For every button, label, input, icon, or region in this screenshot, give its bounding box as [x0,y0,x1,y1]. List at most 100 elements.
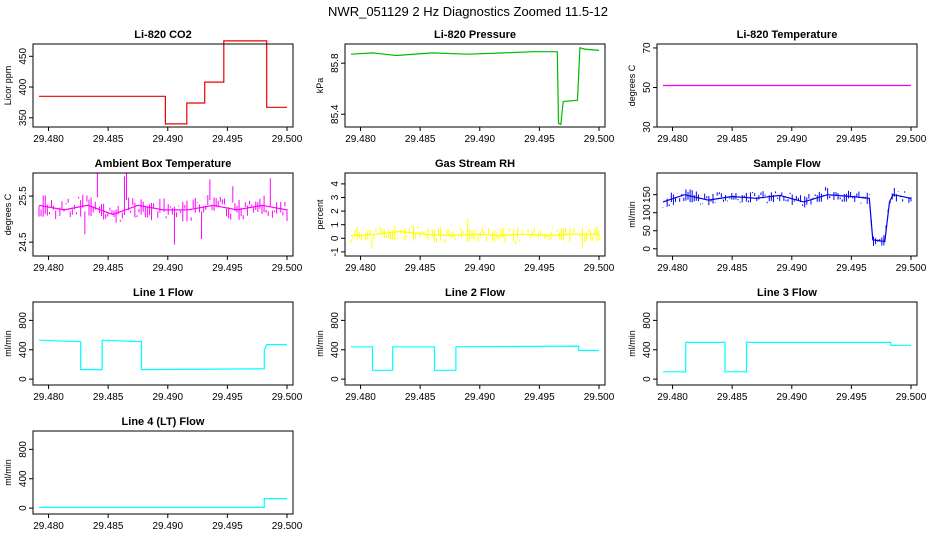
y-tick-label: 0 [18,376,29,382]
y-tick-label: 24.5 [18,232,29,252]
series-line [38,339,287,371]
y-tick-label: 0 [642,246,653,252]
x-tick-label: 29.485 [93,521,124,532]
y-axis-label: degrees C [627,64,637,106]
x-tick-label: 29.485 [717,263,748,274]
x-tick-label: 29.495 [524,263,555,274]
panel-title: Line 2 Flow [445,287,505,299]
series-line [662,194,912,243]
x-tick-label: 29.500 [896,392,927,403]
panel-title: Line 4 (LT) Flow [122,416,205,428]
x-tick-label: 29.500 [584,263,615,274]
y-tick-label: 85.8 [330,53,341,73]
y-axis-label: degrees C [3,193,13,235]
plot-frame [344,301,606,386]
plot-frame [656,172,918,257]
chart-panel-10: Line 4 (LT) Flow 29.480 29.485 29.490 29.495… [3,416,303,532]
chart-panel-6: Sample Flow 29.480 29.485 29.490 29.495 29.50… [627,158,927,274]
series-line [351,345,599,371]
y-tick-label: 450 [18,48,29,65]
x-tick-label: 29.480 [33,263,64,274]
x-tick-label: 29.480 [33,134,64,145]
x-tick-label: 29.485 [405,134,436,145]
x-tick-label: 29.495 [212,134,243,145]
plot-frame [32,172,294,257]
x-tick-label: 29.495 [524,134,555,145]
y-tick-label: 4 [330,181,341,187]
x-tick-label: 29.495 [524,392,555,403]
y-tick-label: 100 [642,204,653,221]
y-axis-label: kPa [315,78,325,94]
panel-title: Sample Flow [753,158,821,170]
y-tick-label: 25.5 [18,186,29,206]
chart-panel-1: Li-820 CO2 29.480 29.485 29.490 29.495 29.500… [3,29,303,145]
y-tick-label: 0 [330,376,341,382]
panel-title: Li-820 Temperature [737,29,838,41]
y-tick-label: 800 [18,312,29,329]
x-tick-label: 29.495 [836,263,867,274]
chart-panels: Li-820 CO2 29.480 29.485 29.490 29.495 29.500… [3,29,927,532]
chart-panel-8: Line 2 Flow 29.480 29.485 29.490 29.495 29.50… [315,287,615,403]
y-tick-label: -1 [330,247,341,256]
x-tick-label: 29.480 [345,392,376,403]
y-axis-label: ml/min [3,459,13,486]
y-axis-label: ml/min [3,330,13,357]
y-tick-label: 150 [642,186,653,203]
panel-title: Line 3 Flow [757,287,817,299]
panel-title: Li-820 CO2 [134,29,191,41]
y-tick-label: 0 [642,376,653,382]
chart-panel-5: Gas Stream RH 29.480 29.485 29.490 29.495 29.… [315,158,615,274]
x-tick-label: 29.485 [93,134,124,145]
panel-title: Line 1 Flow [133,287,193,299]
x-tick-label: 29.490 [776,263,807,274]
x-tick-label: 29.480 [33,521,64,532]
y-tick-label: 800 [18,441,29,458]
y-tick-label: 400 [330,341,341,358]
y-axis-label: Licor ppm [3,66,13,106]
chart-panel-7: Line 1 Flow 29.480 29.485 29.490 29.495 29.50… [3,287,303,403]
x-tick-label: 29.495 [836,392,867,403]
x-tick-label: 29.480 [345,263,376,274]
chart-panel-4: Ambient Box Temperature 29.480 29.485 29.49… [3,158,303,274]
chart-panel-9: Line 3 Flow 29.480 29.485 29.490 29.495 29.50… [627,287,927,403]
x-tick-label: 29.490 [152,392,183,403]
x-tick-label: 29.485 [717,134,748,145]
y-tick-label: 85.4 [330,104,341,124]
x-tick-label: 29.500 [272,263,303,274]
x-tick-label: 29.480 [657,263,688,274]
x-tick-label: 29.490 [776,392,807,403]
x-tick-label: 29.485 [93,392,124,403]
y-axis-label: percent [315,199,325,230]
x-tick-label: 29.500 [272,521,303,532]
figure-title: NWR_051129 2 Hz Diagnostics Zoomed 11.5-… [328,4,608,19]
x-tick-label: 29.485 [717,392,748,403]
x-tick-label: 29.490 [776,134,807,145]
plot-frame [344,43,606,128]
x-tick-label: 29.485 [93,263,124,274]
x-tick-label: 29.500 [896,263,927,274]
x-tick-label: 29.500 [584,134,615,145]
plot-frame [32,301,294,386]
x-tick-label: 29.495 [212,392,243,403]
series-line [38,204,288,216]
y-tick-label: 350 [18,109,29,126]
x-tick-label: 29.485 [405,263,436,274]
x-tick-label: 29.500 [272,392,303,403]
y-tick-label: 50 [642,225,653,237]
plot-frame [344,172,606,257]
x-tick-label: 29.480 [345,134,376,145]
plot-frame [32,430,294,515]
x-tick-label: 29.500 [584,392,615,403]
y-tick-label: 50 [642,81,653,93]
series-line [350,47,600,126]
x-tick-label: 29.480 [657,134,688,145]
y-tick-label: 0 [330,235,341,241]
y-axis-label: ml/min [627,330,637,357]
y-tick-label: 800 [642,312,653,329]
plot-frame [656,43,918,128]
series-line [663,341,911,373]
y-tick-label: 800 [330,312,341,329]
y-tick-label: 70 [642,42,653,54]
y-tick-label: 0 [18,505,29,511]
